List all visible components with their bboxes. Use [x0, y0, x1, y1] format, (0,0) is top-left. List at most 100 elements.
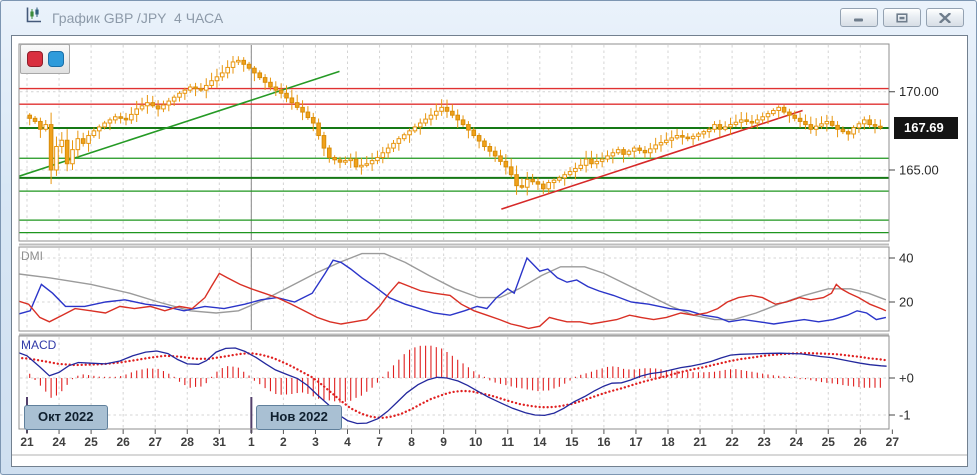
candle-body	[134, 108, 140, 115]
candle-body	[380, 152, 386, 158]
current-price-box: 167.69	[894, 117, 958, 139]
candle-body	[476, 135, 482, 142]
candle-body	[466, 124, 471, 131]
x-axis-label: 27	[886, 435, 900, 449]
candle-body	[439, 106, 444, 112]
x-axis-label: 23	[757, 435, 771, 449]
x-axis-label: 24	[790, 435, 804, 449]
candle-body	[760, 116, 765, 121]
candle-body	[771, 109, 776, 115]
candle-body	[685, 136, 691, 140]
x-axis-label: 25	[822, 435, 836, 449]
candle-body	[872, 124, 878, 127]
candle-body	[492, 150, 498, 157]
candle-body	[642, 149, 648, 154]
candle-body	[444, 106, 450, 112]
close-button[interactable]	[926, 8, 964, 27]
candle-body	[728, 124, 733, 128]
candle-body	[118, 116, 123, 119]
candle-body	[813, 125, 819, 130]
candle-body	[733, 121, 739, 126]
x-axis-label: 26	[854, 435, 868, 449]
x-axis-label: 21	[20, 435, 34, 449]
candle-body	[781, 106, 787, 113]
candle-body	[471, 129, 477, 137]
candle-body	[840, 128, 846, 133]
x-axis-label: 4	[344, 435, 351, 449]
candle-body	[187, 86, 193, 91]
price-axis-label: -1	[899, 408, 911, 423]
dmi-minus_di-line	[19, 256, 887, 325]
macd-signal-line	[19, 352, 888, 419]
x-axis-label: 25	[84, 435, 98, 449]
candle-body	[64, 139, 70, 165]
x-axis-label: 22	[725, 435, 739, 449]
candlestick-chart-icon	[25, 6, 43, 29]
candle-body	[166, 100, 172, 106]
candle-body	[637, 147, 642, 151]
candle-body	[230, 61, 236, 68]
candle-body	[48, 124, 54, 171]
candle-body	[717, 124, 723, 130]
candle-body	[257, 72, 263, 79]
candle-body	[214, 76, 220, 82]
x-axis-label: 17	[629, 435, 643, 449]
candle-body	[198, 88, 204, 91]
candle-body	[648, 148, 653, 154]
candle-body	[680, 135, 685, 138]
candle-body	[626, 150, 632, 155]
candle-body	[236, 59, 241, 63]
candle-body	[327, 147, 332, 158]
candle-body	[765, 113, 771, 118]
candle-body	[300, 106, 305, 113]
blue-marker-button[interactable]	[47, 51, 64, 67]
x-axis-label: 24	[52, 435, 66, 449]
candle-body	[460, 119, 466, 126]
candle-body	[155, 105, 161, 110]
red-marker-button[interactable]	[26, 51, 43, 67]
candle-body	[744, 119, 749, 122]
candle-body	[401, 134, 407, 140]
candle-body	[407, 130, 412, 136]
candle-body	[829, 120, 835, 126]
window-title: График GBP /JPY 4 ЧАСА	[52, 9, 224, 26]
candle-body	[487, 146, 493, 152]
candle-body	[792, 114, 798, 119]
candle-body	[182, 89, 188, 94]
minimize-button[interactable]	[840, 8, 878, 27]
macd-line	[19, 347, 887, 425]
x-axis-label: 18	[661, 435, 675, 449]
candle-body	[755, 119, 760, 124]
candle-body	[145, 102, 150, 107]
candle-body	[359, 164, 364, 168]
candle-body	[396, 138, 402, 144]
candle-body	[86, 135, 91, 144]
candle-body	[674, 135, 680, 139]
candle-body	[193, 86, 198, 90]
x-axis-label: 1	[248, 435, 255, 449]
x-axis-label: 9	[440, 435, 447, 449]
candle-body	[102, 122, 107, 128]
x-axis-label: 26	[116, 435, 130, 449]
candle-body	[851, 127, 856, 135]
close-icon	[939, 12, 951, 23]
x-axis-label: 3	[312, 435, 319, 449]
candle-body	[551, 179, 557, 184]
chart-toolbar	[20, 44, 70, 74]
candle-body	[284, 92, 289, 99]
candle-body	[139, 105, 145, 110]
candle-body	[615, 149, 621, 154]
candle-body	[177, 92, 182, 98]
candle-body	[749, 120, 755, 124]
candle-body	[423, 118, 428, 124]
candle-body	[867, 119, 872, 126]
candle-body	[70, 149, 75, 165]
candle-body	[262, 77, 268, 83]
price-axis-label: 20	[899, 295, 913, 310]
candle-body	[375, 156, 380, 162]
restore-button[interactable]	[883, 8, 921, 27]
candle-body	[738, 119, 744, 123]
candle-body	[337, 159, 343, 163]
